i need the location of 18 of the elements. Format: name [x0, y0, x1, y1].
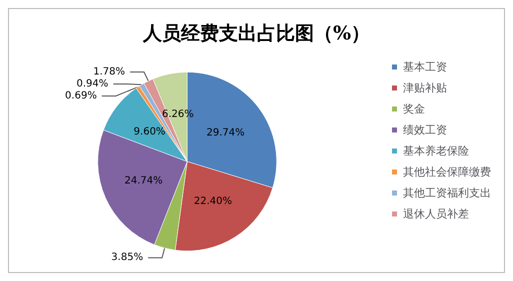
- data-label: 22.40%: [194, 196, 232, 208]
- chart-title: 人员经费支出占比图（%）: [142, 22, 370, 44]
- data-label: 1.78%: [93, 66, 126, 78]
- data-label: 0.69%: [65, 90, 97, 102]
- legend-label: 绩效工资: [403, 124, 447, 136]
- data-label: 29.74%: [206, 128, 245, 139]
- legend-label: 其他社会保障缴费: [403, 166, 491, 178]
- data-label: 3.85%: [111, 252, 144, 264]
- legend-label: 津贴补贴: [403, 82, 447, 94]
- legend-label: 基本养老保险: [403, 144, 469, 158]
- data-label: 0.94%: [76, 78, 108, 90]
- legend-label: 奖金: [403, 102, 425, 116]
- data-label: 9.60%: [134, 126, 166, 138]
- legend-label: 其他工资福利支出: [403, 186, 491, 200]
- data-label: 6.26%: [162, 109, 194, 120]
- data-label: 24.74%: [124, 175, 163, 186]
- legend-label: 基本工资: [403, 60, 447, 74]
- legend-label: 退休人员补差: [403, 208, 469, 220]
